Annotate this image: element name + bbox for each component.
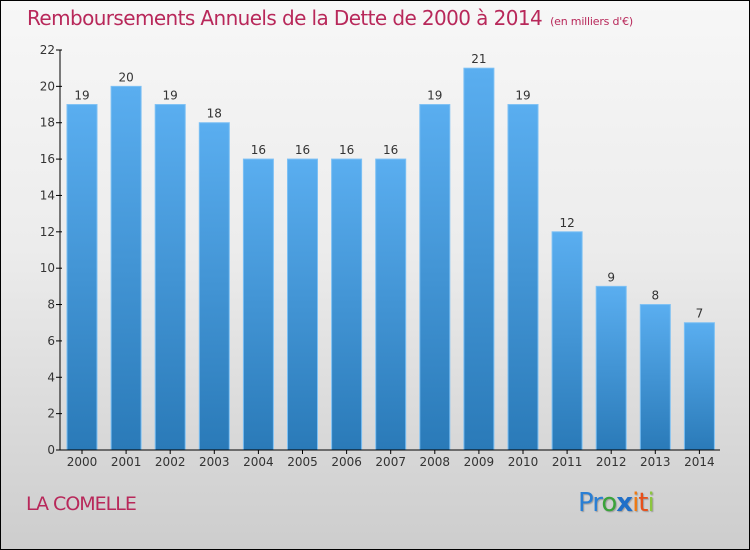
x-tick-label: 2005 [287,455,318,469]
y-tick-label: 12 [40,225,55,239]
x-tick-label: 2009 [464,455,495,469]
logo-letter: r [592,488,602,518]
x-tick-label: 2011 [552,455,583,469]
value-label: 19 [427,89,442,103]
bar-2000 [66,104,98,451]
y-tick-label: 10 [40,261,55,275]
y-tick-label: 8 [47,298,55,312]
x-tick-label: 2014 [684,455,715,469]
logo-letter: i [632,488,639,518]
place-name: LA COMELLE [26,493,137,515]
value-label: 21 [471,52,486,66]
bar-2002 [154,104,186,451]
bar-2011 [551,231,583,451]
x-tick-label: 2008 [420,455,451,469]
logo-letter: t [638,488,648,518]
chart-title: Remboursements Annuels de la Dette de 20… [27,6,633,30]
value-label: 16 [383,143,398,157]
bar-2012 [595,285,627,451]
x-tick-label: 2000 [67,455,98,469]
x-tick-label: 2012 [596,455,627,469]
proxiti-logo[interactable]: Proxiti [578,488,655,518]
x-tick-label: 2006 [331,455,362,469]
bar-2014 [683,322,715,451]
bar-2013 [639,304,671,451]
y-tick-label: 20 [40,79,55,93]
value-label: 19 [74,89,89,103]
value-label: 16 [295,143,310,157]
y-tick-label: 16 [40,152,55,166]
bar-2010 [507,104,539,451]
value-label: 16 [251,143,266,157]
x-tick-label: 2010 [508,455,539,469]
logo-letter: P [578,488,593,518]
x-tick-label: 2003 [199,455,230,469]
x-tick-label: 2002 [155,455,186,469]
x-tick-label: 2007 [375,455,406,469]
y-tick-label: 6 [47,334,55,348]
value-label: 12 [559,216,574,230]
value-label: 18 [207,107,222,121]
value-label: 19 [515,89,530,103]
bar-2003 [198,122,230,451]
value-label: 16 [339,143,354,157]
bar-2005 [287,158,318,451]
y-tick-label: 2 [47,407,55,421]
value-label: 8 [651,289,659,303]
y-tick-label: 0 [47,443,55,457]
y-tick-label: 22 [40,43,55,57]
y-tick-label: 14 [40,188,55,202]
x-tick-label: 2004 [243,455,274,469]
y-tick-label: 4 [47,370,55,384]
logo-letter: x [616,488,633,518]
value-label: 19 [163,89,178,103]
bar-2004 [242,158,274,451]
value-label: 9 [607,270,615,284]
chart-title-text: Remboursements Annuels de la Dette de 20… [27,6,543,30]
bar-2009 [463,67,495,451]
logo-letter: i [647,488,655,518]
logo-letter: o [601,488,617,518]
x-tick-label: 2013 [640,455,671,469]
bar-2007 [375,158,407,451]
value-label: 7 [696,307,704,321]
bar-2006 [331,158,363,451]
value-label: 20 [118,70,133,84]
x-tick-label: 2001 [111,455,142,469]
bar-2001 [110,85,142,451]
y-tick-label: 18 [40,116,55,130]
chart-unit: (en milliers d'€) [550,15,633,28]
bar-2008 [419,104,451,451]
